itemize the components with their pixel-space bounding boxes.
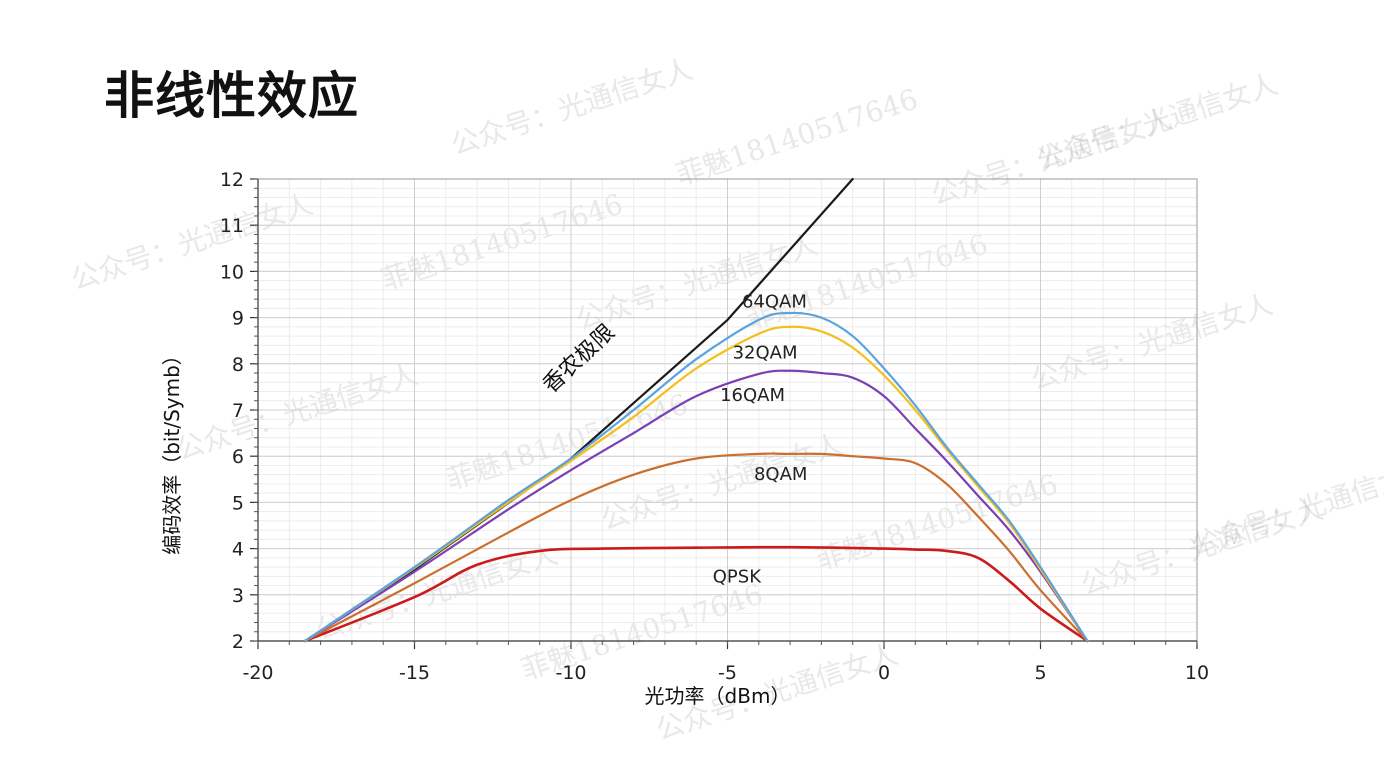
y-tick-label: 11 bbox=[220, 215, 244, 237]
series-label-64qam: 64QAM bbox=[742, 291, 807, 312]
watermark-text: 公众号：光通信女人 bbox=[1187, 452, 1384, 561]
x-tick-label: -10 bbox=[555, 662, 586, 684]
x-tick-label: 0 bbox=[878, 662, 890, 684]
x-axis: -20 -15 -10 -5 0 5 10 bbox=[242, 640, 1209, 684]
series-label-32qam: 32QAM bbox=[733, 342, 798, 363]
series-line-64qam bbox=[303, 311, 1089, 643]
watermark-text: 公众号：光通信女人 bbox=[597, 427, 847, 536]
y-tick-label: 7 bbox=[232, 400, 244, 422]
y-tick-label: 6 bbox=[232, 446, 244, 468]
watermark-text: 公众号：光通信女人 bbox=[1032, 67, 1282, 176]
x-tick-label: 10 bbox=[1185, 662, 1209, 684]
watermark-text: 公众号：光通信女人 bbox=[172, 357, 422, 466]
y-tick-label: 3 bbox=[232, 585, 244, 607]
series-label-16qam: 16QAM bbox=[720, 385, 785, 406]
series-label-qpsk: QPSK bbox=[713, 566, 762, 587]
slide-title: 非线性效应 bbox=[104, 67, 359, 125]
y-tick-label: 2 bbox=[232, 631, 244, 653]
watermark-text: 公众号：光通信女人 bbox=[447, 52, 697, 161]
x-tick-label: -20 bbox=[242, 662, 273, 684]
x-tick-label: -15 bbox=[399, 662, 430, 684]
series-layer bbox=[303, 177, 1089, 643]
watermark-text: 菲魅18140517646 bbox=[672, 82, 922, 191]
series-line-16qam bbox=[303, 369, 1089, 643]
series-line-8qam bbox=[303, 452, 1089, 643]
watermark-text: 菲魅18140517646 bbox=[442, 387, 692, 496]
y-tick-label: 5 bbox=[232, 492, 244, 514]
watermark-text: 公众号：光通信女人 bbox=[1027, 287, 1277, 396]
y-tick-label: 4 bbox=[232, 539, 244, 561]
series-line-qpsk bbox=[303, 545, 1089, 643]
x-tick-label: 5 bbox=[1034, 662, 1046, 684]
x-axis-title: 光功率（dBm） bbox=[645, 684, 791, 708]
x-tick-label: -5 bbox=[718, 662, 737, 684]
y-axis: 2 3 4 5 6 7 8 9 10 11 12 bbox=[220, 169, 259, 653]
series-label-8qam: 8QAM bbox=[754, 464, 807, 485]
y-tick-label: 8 bbox=[232, 354, 244, 376]
y-tick-label: 10 bbox=[220, 261, 244, 283]
y-tick-label: 9 bbox=[232, 308, 244, 330]
y-tick-label: 12 bbox=[220, 169, 244, 191]
y-axis-title: 编码效率（bit/Symb） bbox=[160, 345, 184, 555]
series-line-32qam bbox=[303, 325, 1089, 643]
shannon-limit-label: 香农极限 bbox=[538, 320, 619, 398]
